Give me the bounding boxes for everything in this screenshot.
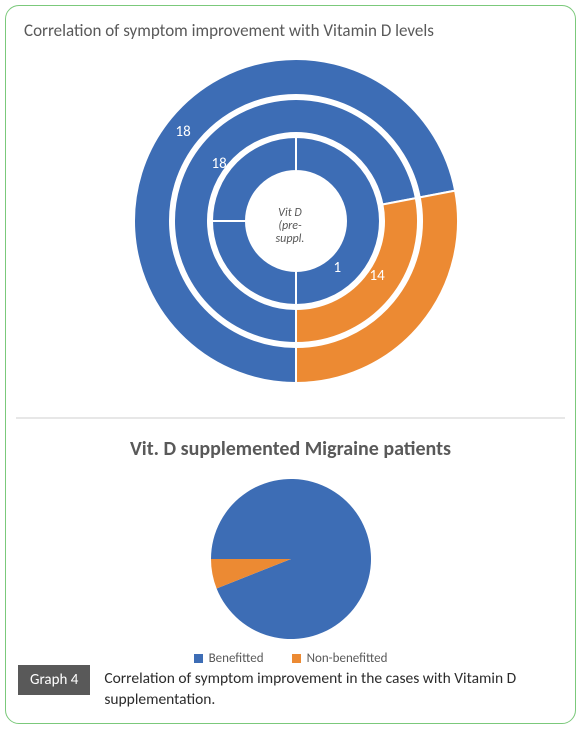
nested-donut-wrap: 14 18 18 1 Vit D(pre-suppl. [24,49,557,407]
legend-swatch-nonbenefitted [292,654,301,663]
legend-item-benefitted: Benefitted [194,651,264,666]
caption-badge: Graph 4 [18,665,90,695]
bottom-chart-section: Vit. D supplemented Migraine patients Be… [6,419,575,690]
legend-label-nonbenefitted: Non-benefitted [307,651,388,666]
legend-item-nonbenefitted: Non-benefitted [292,651,388,666]
legend-label-benefitted: Benefitted [209,651,264,666]
nested-donut-svg [106,51,476,391]
section-divider [16,417,565,419]
figure-caption: Graph 4 Correlation of symptom improveme… [18,665,563,711]
legend-swatch-benefitted [194,654,203,663]
nested-donut: 14 18 18 1 Vit D(pre-suppl. [106,51,476,391]
pie-wrap [24,467,557,651]
top-chart-title: Correlation of symptom improvement with … [24,20,557,41]
caption-text: Correlation of symptom improvement in th… [104,665,563,711]
pie-chart [191,471,391,641]
bottom-chart-title: Vit. D supplemented Migraine patients [24,437,557,461]
figure-frame: Correlation of symptom improvement with … [5,5,576,724]
top-chart-section: Correlation of symptom improvement with … [6,6,575,417]
